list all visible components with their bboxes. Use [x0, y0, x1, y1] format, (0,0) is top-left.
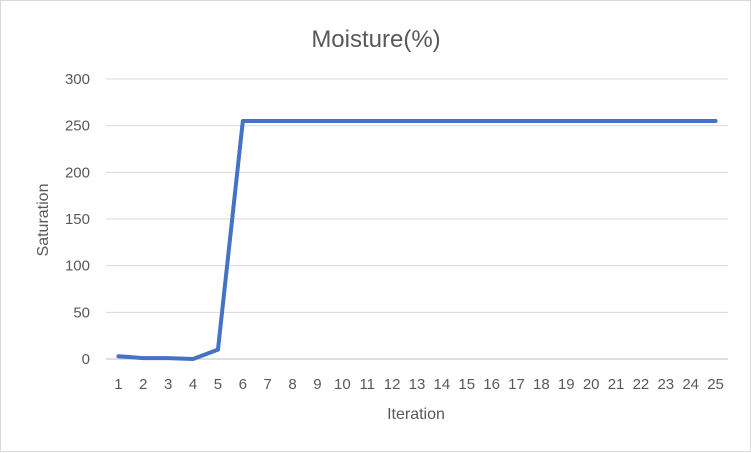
- x-tick-label: 18: [533, 376, 550, 393]
- x-tick-label: 10: [334, 376, 351, 393]
- series-lines: [116, 119, 718, 361]
- x-tick-label: 21: [608, 376, 625, 393]
- x-tick-label: 24: [682, 376, 699, 393]
- y-tick-label: 300: [65, 71, 90, 88]
- x-tick-label: 19: [558, 376, 575, 393]
- y-tick-label: 0: [82, 351, 90, 368]
- x-tick-label: 20: [583, 376, 600, 393]
- chart-title: Moisture(%): [311, 26, 440, 53]
- x-axis-tick-labels: 1 2 3 4 5 6 7 8 9 10 11 12 13 14 15 16 17 18 19 20 21 22 23 24 2…: [114, 376, 724, 393]
- series-line: [116, 119, 718, 361]
- x-tick-label: 5: [214, 376, 222, 393]
- y-tick-label: 200: [65, 164, 90, 181]
- x-tick-label: 2: [139, 376, 147, 393]
- y-tick-label: 150: [65, 211, 90, 228]
- y-tick-label: 250: [65, 118, 90, 135]
- gridlines: [106, 78, 728, 360]
- x-tick-label: 25: [707, 376, 724, 393]
- x-tick-label: 8: [288, 376, 296, 393]
- x-tick-label: 15: [458, 376, 475, 393]
- x-tick-label: 4: [189, 376, 197, 393]
- x-tick-label: 1: [114, 376, 122, 393]
- x-tick-label: 6: [239, 376, 247, 393]
- x-tick-label: 11: [359, 376, 375, 393]
- x-tick-label: 14: [434, 376, 451, 393]
- x-tick-label: 16: [483, 376, 500, 393]
- x-tick-label: 7: [264, 376, 272, 393]
- x-axis-title: Iteration: [387, 406, 445, 423]
- y-tick-label: 100: [65, 258, 90, 275]
- x-tick-label: 3: [164, 376, 172, 393]
- x-tick-label: 12: [384, 376, 401, 393]
- y-axis-title: Saturation: [35, 184, 52, 257]
- x-tick-label: 23: [657, 376, 674, 393]
- x-tick-label: 17: [508, 376, 525, 393]
- x-tick-label: 13: [409, 376, 426, 393]
- y-tick-label: 50: [73, 304, 90, 321]
- x-tick-label: 9: [313, 376, 321, 393]
- x-tick-label: 22: [633, 376, 650, 393]
- y-axis-tick-labels: 0 50 100 150 200 250 300: [65, 71, 90, 368]
